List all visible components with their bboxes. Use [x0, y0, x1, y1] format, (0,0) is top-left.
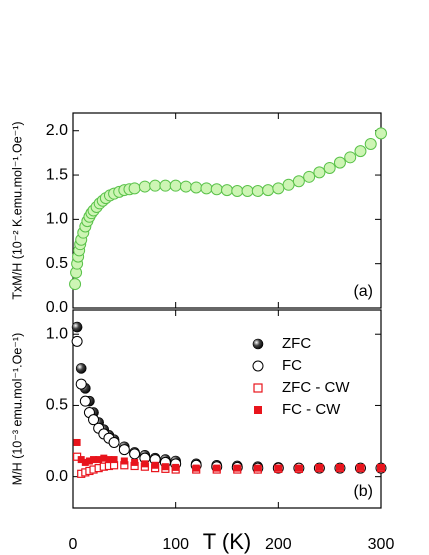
- marker-circle: [159, 179, 172, 192]
- marker-circle: [79, 395, 91, 407]
- annotation: (a): [353, 283, 373, 300]
- marker-square: [274, 464, 282, 472]
- marker-square: [90, 456, 98, 464]
- marker-circle: [375, 127, 387, 140]
- marker-circle: [210, 183, 223, 196]
- marker-circle: [282, 178, 295, 191]
- marker-square: [253, 383, 263, 393]
- marker-square: [315, 463, 323, 471]
- marker-circle: [251, 185, 264, 197]
- x-axis-label: T (K): [203, 529, 251, 554]
- marker-circle: [252, 360, 264, 372]
- y-tick-label: 0.5: [46, 397, 68, 414]
- marker-square: [377, 463, 385, 471]
- marker-square: [151, 461, 159, 469]
- marker-circle: [303, 170, 316, 183]
- marker-circle: [69, 278, 82, 291]
- marker-circle: [108, 436, 120, 448]
- marker-square: [85, 457, 93, 465]
- marker-circle: [262, 184, 275, 197]
- marker-square: [110, 456, 118, 464]
- marker-square: [141, 460, 149, 468]
- marker-circle: [241, 185, 254, 197]
- marker-ball: [252, 338, 264, 350]
- marker-circle: [200, 182, 213, 195]
- marker-circle: [364, 138, 377, 151]
- y-tick-label: 0.0: [46, 299, 68, 316]
- marker-circle: [149, 179, 162, 192]
- marker-square: [336, 463, 344, 471]
- legend-label: FC - CW: [282, 401, 341, 418]
- marker-square: [100, 454, 108, 462]
- legend-label: ZFC: [282, 335, 311, 352]
- marker-circle: [190, 181, 203, 194]
- marker-circle: [221, 184, 233, 197]
- y-axis-label: M/H (10⁻³ emu.mol⁻¹.Oe⁻¹): [10, 333, 24, 485]
- legend-label: ZFC - CW: [282, 379, 350, 396]
- y-tick-label: 1.0: [46, 211, 68, 228]
- marker-square: [295, 464, 303, 472]
- y-axis-label: TxM/H (10⁻² K.emu.mol⁻¹.Oe⁻¹): [10, 121, 24, 299]
- marker-square: [105, 456, 113, 464]
- marker-circle: [272, 182, 285, 195]
- y-tick-label: 0.5: [46, 255, 68, 272]
- marker-circle: [323, 161, 336, 174]
- marker-square: [120, 457, 128, 465]
- marker-ball: [75, 363, 87, 374]
- marker-circle: [129, 448, 141, 460]
- x-tick-label: 200: [265, 536, 292, 553]
- marker-circle: [292, 175, 305, 188]
- marker-ball: [71, 321, 83, 333]
- marker-circle: [128, 182, 141, 195]
- plot-frame: [72, 112, 382, 309]
- marker-square: [131, 458, 139, 466]
- x-tick-label: 300: [368, 536, 395, 553]
- marker-square: [95, 456, 103, 464]
- plot-area: [69, 127, 387, 291]
- marker-circle: [179, 180, 192, 193]
- x-tick-label: 100: [162, 536, 189, 553]
- y-tick-label: 2.0: [46, 122, 68, 139]
- y-tick-label: 1.0: [46, 325, 68, 342]
- marker-square: [233, 464, 241, 472]
- x-tick-label: 0: [69, 536, 78, 553]
- marker-circle: [344, 151, 357, 164]
- marker-square: [77, 456, 85, 464]
- marker-circle: [71, 335, 83, 347]
- marker-circle: [333, 156, 346, 169]
- marker-square: [161, 463, 169, 471]
- marker-square: [81, 458, 89, 466]
- marker-square: [213, 464, 221, 472]
- marker-circle: [169, 179, 182, 192]
- marker-circle: [88, 414, 100, 426]
- marker-square: [356, 463, 364, 471]
- legend-label: FC: [282, 357, 302, 374]
- annotation: (b): [353, 483, 373, 500]
- marker-circle: [75, 378, 87, 390]
- marker-circle: [354, 145, 367, 158]
- marker-square: [254, 406, 262, 414]
- marker-square: [192, 464, 200, 472]
- marker-circle: [138, 180, 151, 193]
- plot-area: [71, 321, 387, 478]
- y-tick-label: 0.0: [46, 468, 68, 485]
- marker-square: [73, 438, 81, 446]
- y-tick-label: 1.5: [46, 166, 68, 183]
- marker-circle: [313, 166, 326, 179]
- marker-circle: [118, 444, 130, 456]
- marker-square: [172, 463, 180, 471]
- marker-circle: [231, 185, 244, 197]
- plot-frame: [72, 309, 382, 509]
- marker-square: [254, 464, 262, 472]
